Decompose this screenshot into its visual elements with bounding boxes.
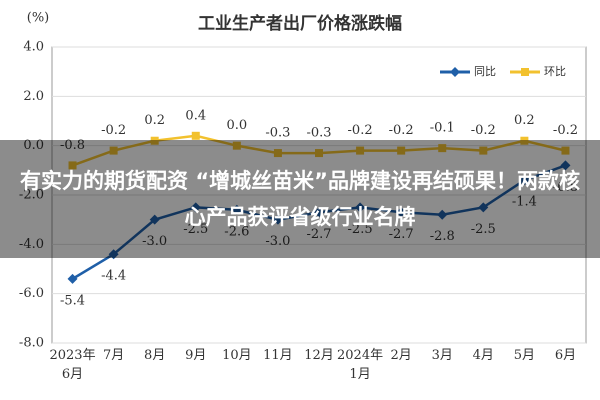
legend-label: 环比	[544, 65, 566, 78]
data-label: -0.8	[553, 180, 578, 195]
point	[519, 175, 530, 186]
data-label: -0.1	[430, 121, 455, 136]
point	[437, 209, 448, 220]
data-label: -2.6	[224, 224, 249, 239]
data-label: -0.2	[348, 123, 373, 138]
y-tick-label: 2.0	[23, 89, 44, 104]
data-label: -2.7	[389, 227, 414, 242]
data-label: -3.0	[142, 234, 167, 249]
overlay-banner: 有实力的期货配资 “增城丝苗米”品牌建设再结硕果！两款核心产品获评省级行业名牌	[0, 140, 600, 258]
x-tick-label: 10月	[222, 348, 252, 363]
point	[479, 146, 488, 155]
point	[356, 146, 365, 155]
data-label: -0.2	[389, 123, 414, 138]
data-label: -0.2	[471, 123, 496, 138]
x-tick-label: 2023年 6月	[49, 348, 96, 382]
data-label: -0.2	[101, 123, 126, 138]
point	[396, 207, 407, 218]
x-tick-label: 9月	[185, 348, 207, 363]
headline: 有实力的期货配资 “增城丝苗米”品牌建设再结硕果！两款核心产品获评省级行业名牌	[20, 169, 580, 229]
data-label: -1.4	[512, 195, 537, 210]
legend-label: 同比	[474, 65, 496, 78]
y-tick-label: -2.0	[19, 188, 44, 203]
y-tick-label: 0.0	[23, 138, 44, 153]
x-tick-label: 2024年 1月	[337, 348, 384, 382]
point	[68, 161, 77, 170]
y-tick-label: -6.0	[19, 286, 44, 301]
data-label: -2.5	[183, 222, 208, 237]
point	[355, 202, 366, 213]
point	[108, 249, 119, 260]
x-tick-label: 2月	[390, 348, 412, 363]
data-label: -3.0	[265, 234, 290, 249]
point	[190, 202, 201, 213]
data-label: -0.2	[553, 123, 578, 138]
data-label: 0.2	[514, 113, 535, 128]
point	[561, 146, 570, 155]
data-label: 0.2	[144, 113, 165, 128]
x-tick-label: 8月	[144, 348, 166, 363]
point	[560, 160, 571, 171]
point	[315, 149, 323, 158]
y-tick-label: -4.0	[19, 237, 44, 252]
data-label: 0.0	[227, 118, 248, 133]
point	[149, 214, 160, 225]
x-tick-label: 7月	[102, 348, 125, 363]
data-label: -2.7	[306, 227, 331, 242]
x-tick-label: 12月	[304, 348, 334, 363]
x-tick-label: 3月	[431, 348, 453, 363]
x-tick-label: 5月	[513, 348, 536, 363]
point	[273, 149, 282, 158]
y-tick-label: 4.0	[23, 40, 44, 55]
point	[478, 202, 489, 213]
data-label: -5.4	[60, 293, 85, 308]
data-label: -4.4	[101, 269, 126, 284]
point	[397, 146, 406, 155]
point	[150, 136, 159, 145]
data-label: -2.5	[471, 222, 496, 237]
point	[314, 207, 324, 218]
data-label: -0.8	[60, 138, 85, 153]
point	[109, 146, 118, 155]
point	[520, 136, 529, 145]
legend-marker	[521, 68, 529, 76]
x-tick-label: 11月	[263, 348, 293, 363]
x-tick-label: 6月	[554, 348, 577, 363]
data-label: -2.8	[430, 229, 455, 244]
data-label: 0.4	[185, 108, 206, 123]
data-label: -2.5	[348, 222, 373, 237]
y-tick-label: -8.0	[19, 336, 44, 351]
y-axis-label: (%)	[27, 11, 50, 26]
point	[191, 131, 200, 140]
legend-marker	[450, 67, 460, 77]
data-label: -0.3	[306, 126, 331, 141]
point	[272, 214, 283, 225]
point	[438, 144, 447, 153]
chart-title: 工业生产者出厂价格涨跌幅	[198, 13, 402, 34]
point	[232, 141, 241, 150]
x-tick-label: 4月	[472, 348, 494, 363]
point	[67, 273, 78, 284]
point	[231, 204, 242, 215]
data-label: -0.3	[265, 126, 290, 141]
